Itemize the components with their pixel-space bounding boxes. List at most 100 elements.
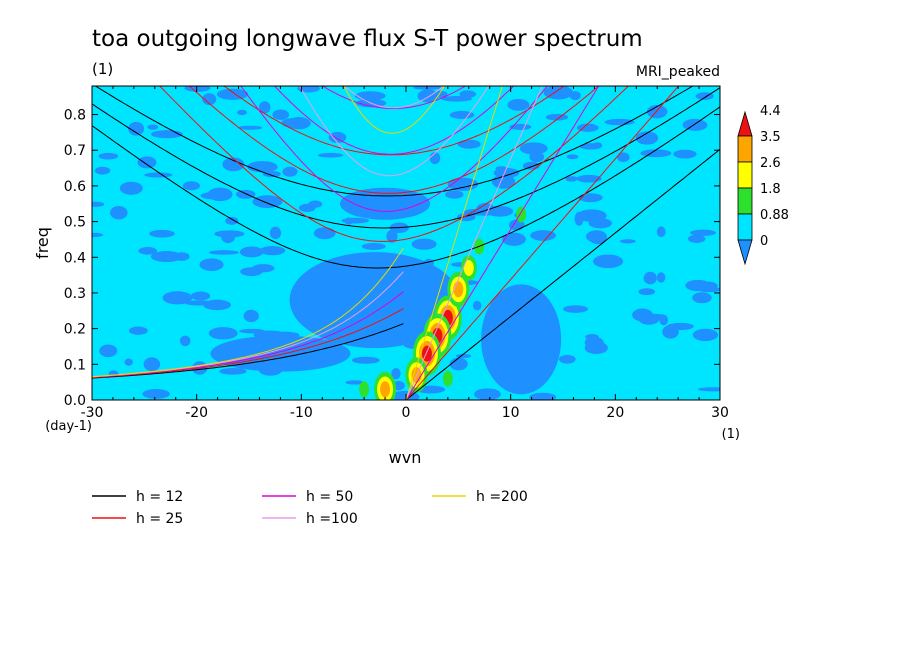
low-power-patch xyxy=(221,231,235,244)
x-tick-label: 10 xyxy=(502,405,520,421)
ig-wave-curve xyxy=(273,86,515,155)
low-power-patch xyxy=(317,152,344,158)
model-name: MRI_peaked xyxy=(636,64,720,80)
low-power-patch xyxy=(692,292,712,304)
low-power-patch xyxy=(328,131,347,143)
low-power-patch xyxy=(507,98,530,111)
low-power-patch xyxy=(179,335,191,347)
colorbar-label: 0.88 xyxy=(760,208,789,223)
low-power-patch xyxy=(604,118,635,126)
low-power-patch xyxy=(632,308,653,322)
low-power-patch xyxy=(238,125,263,130)
low-power-patch xyxy=(638,288,655,296)
ig-wave-curve xyxy=(321,86,467,110)
low-power-patch xyxy=(207,187,233,202)
low-power-patch xyxy=(219,367,247,375)
y-tick-label: 0.3 xyxy=(64,286,86,302)
low-power-patch xyxy=(128,121,145,136)
low-power-patch xyxy=(519,142,548,155)
low-power-patch xyxy=(584,341,608,355)
low-power-patch xyxy=(576,123,599,132)
colorbar-label: 2.6 xyxy=(760,156,781,171)
low-power-patch xyxy=(697,387,720,392)
low-power-patch xyxy=(689,229,717,236)
low-power-patch xyxy=(252,195,283,208)
low-power-patch xyxy=(144,172,173,178)
low-power-patch xyxy=(617,152,630,163)
low-power-patch xyxy=(345,380,364,385)
ig-wave-curve xyxy=(159,86,630,242)
ig-wave-curve xyxy=(240,86,548,212)
x-axis: -30 -20 -10 0 10 20 30 xyxy=(81,86,729,421)
kelvin-wave-curve xyxy=(405,86,503,400)
legend-label: h = 12 xyxy=(136,489,183,505)
low-power-patch xyxy=(247,161,278,173)
low-power-patch xyxy=(239,246,264,258)
low-power-patch xyxy=(351,356,380,364)
low-power-patch xyxy=(138,247,157,255)
colorbar-label: 4.4 xyxy=(760,104,781,119)
eig-wave-curve xyxy=(92,308,404,378)
low-power-patch xyxy=(137,156,157,169)
low-power-patch xyxy=(576,209,607,222)
low-power-patch xyxy=(208,250,239,255)
low-power-patch xyxy=(529,151,545,163)
low-power-patch xyxy=(459,90,477,98)
power-peak xyxy=(380,381,391,398)
colorbar-segment xyxy=(737,187,753,215)
low-power-patch xyxy=(222,157,245,172)
low-power-patch xyxy=(199,258,224,271)
low-power-patch xyxy=(142,389,170,399)
low-power-region xyxy=(210,335,351,372)
power-peaks xyxy=(359,206,527,400)
low-power-patch xyxy=(92,201,105,207)
low-power-patch xyxy=(94,166,111,175)
colorbar: 0 0.88 1.8 2.6 3.5 4.4 xyxy=(737,104,789,266)
power-peak xyxy=(442,370,453,387)
colorbar-segment xyxy=(737,135,753,163)
low-power-patch xyxy=(529,392,557,400)
low-power-patch xyxy=(386,229,398,243)
power-peak xyxy=(359,381,370,398)
ig-wave-curve xyxy=(92,106,720,269)
chart-subtitle-unit: (1) xyxy=(92,60,113,78)
low-power-patch xyxy=(344,217,353,225)
colorbar-min-arrow xyxy=(737,239,753,266)
low-power-patch xyxy=(361,242,386,250)
ig-wave-curve xyxy=(343,86,445,134)
y-axis-label: freq xyxy=(33,227,52,259)
low-power-patch xyxy=(593,254,624,269)
power-peak xyxy=(463,259,474,276)
legend-label: h =200 xyxy=(476,489,528,505)
low-power-patch xyxy=(543,86,574,100)
low-power-patch xyxy=(124,358,133,366)
low-power-patch xyxy=(235,189,256,199)
low-power-patch xyxy=(502,232,526,246)
low-power-patch xyxy=(99,344,118,358)
ig-wave-curve xyxy=(343,86,445,109)
kelvin-wave-curve xyxy=(405,86,543,400)
x-tick-label: -30 xyxy=(81,405,104,421)
low-power-patch xyxy=(576,174,602,183)
low-power-patch xyxy=(698,281,718,291)
x-tick-label: -20 xyxy=(185,405,208,421)
x-tick-label: 30 xyxy=(711,405,729,421)
low-power-patch xyxy=(225,216,239,225)
ig-wave-curve xyxy=(92,87,720,229)
x-axis-unit: (1) xyxy=(722,427,740,442)
low-power-patch xyxy=(656,226,666,238)
kelvin-wave-curve xyxy=(405,86,600,400)
colorbar-segment xyxy=(737,161,753,189)
low-power-patch xyxy=(391,368,401,380)
y-axis-unit: (day-1) xyxy=(45,419,92,434)
eig-wave-curve xyxy=(92,247,404,378)
low-power-patch xyxy=(447,177,479,191)
low-power-patch xyxy=(449,110,475,119)
power-peak xyxy=(516,206,527,223)
low-power-patch xyxy=(457,139,481,149)
low-power-patch xyxy=(530,230,556,241)
legend-label: h = 25 xyxy=(136,511,183,527)
chart-title: toa outgoing longwave flux S-T power spe… xyxy=(92,26,643,52)
low-power-patch xyxy=(243,309,259,322)
